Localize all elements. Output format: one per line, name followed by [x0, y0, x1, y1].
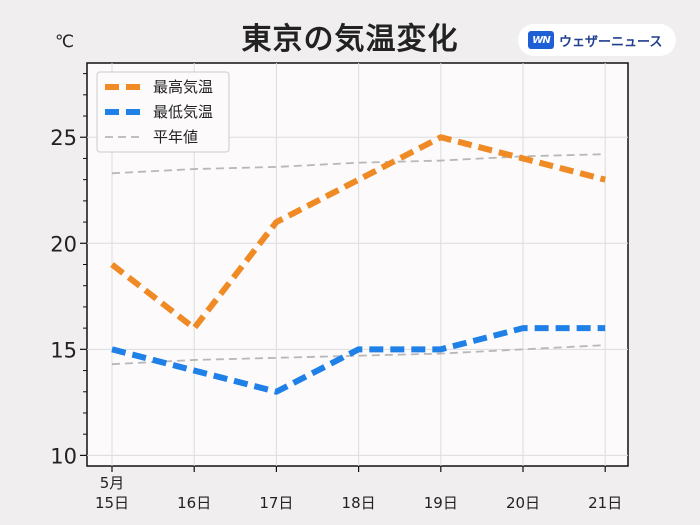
x-tick-label: 19日: [424, 494, 458, 512]
y-tick-label: 15: [50, 338, 77, 362]
x-tick-label: 18日: [342, 494, 376, 512]
y-tick-label: 20: [50, 232, 77, 256]
x-tick-label: 20日: [506, 494, 540, 512]
series-line-1: [111, 325, 606, 395]
brand-name: ウェザーニュース: [559, 34, 663, 50]
x-month-label: 5月: [100, 474, 125, 492]
legend-box: [96, 71, 230, 153]
legend-label-2: 平年値: [153, 128, 198, 146]
x-tick-label: 17日: [259, 494, 293, 512]
y-tick-label: 25: [50, 126, 77, 150]
y-tick-label: 10: [50, 444, 77, 468]
x-tick-label: 15日: [95, 494, 129, 512]
series-line-3: [111, 344, 606, 366]
series-line-2: [111, 153, 606, 175]
grid-lines: [87, 63, 628, 466]
legend-label-0: 最高気温: [153, 78, 213, 96]
series-lines: [110, 134, 606, 395]
axis-ticks: 15日 16日 17日 18日 19日 20日 21日 5月 10 15 20 25: [50, 73, 622, 512]
y-unit-label: ℃: [55, 32, 75, 52]
x-tick-label: 16日: [177, 494, 211, 512]
brand-badge: WN ウェザーニュース: [518, 24, 676, 56]
legend-label-1: 最低気温: [153, 103, 213, 121]
weathernews-logo-icon: WN: [528, 31, 554, 49]
x-tick-label: 21日: [588, 494, 622, 512]
series-line-0: [110, 134, 606, 332]
chart-title: 東京の気温変化: [241, 22, 459, 57]
